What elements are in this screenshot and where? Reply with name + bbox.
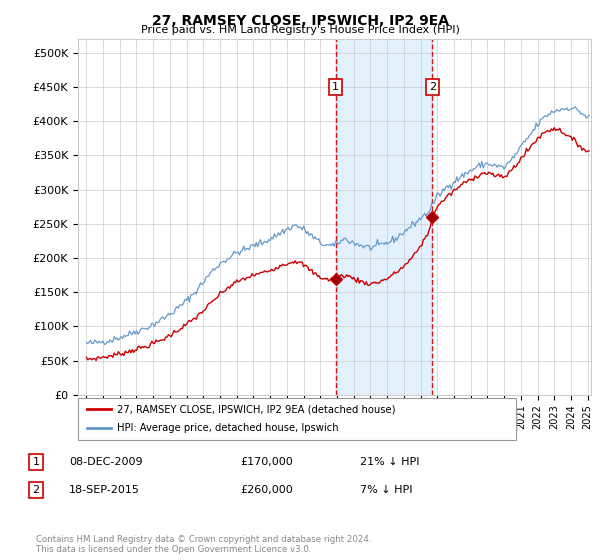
Text: Price paid vs. HM Land Registry's House Price Index (HPI): Price paid vs. HM Land Registry's House … [140, 25, 460, 35]
Text: 2: 2 [32, 485, 40, 495]
Text: 1: 1 [32, 457, 40, 467]
Bar [335, 39, 433, 395]
Text: 08-DEC-2009: 08-DEC-2009 [69, 457, 143, 467]
Text: 27, RAMSEY CLOSE, IPSWICH, IP2 9EA (detached house): 27, RAMSEY CLOSE, IPSWICH, IP2 9EA (deta… [117, 404, 395, 414]
Text: HPI: Average price, detached house, Ipswich: HPI: Average price, detached house, Ipsw… [117, 423, 338, 433]
Text: 21% ↓ HPI: 21% ↓ HPI [360, 457, 419, 467]
Text: 18-SEP-2015: 18-SEP-2015 [69, 485, 140, 495]
Text: £170,000: £170,000 [240, 457, 293, 467]
Text: £260,000: £260,000 [240, 485, 293, 495]
Text: 2: 2 [429, 82, 436, 92]
Text: 27, RAMSEY CLOSE, IPSWICH, IP2 9EA: 27, RAMSEY CLOSE, IPSWICH, IP2 9EA [151, 14, 449, 28]
Text: Contains HM Land Registry data © Crown copyright and database right 2024.
This d: Contains HM Land Registry data © Crown c… [36, 535, 371, 554]
Text: 1: 1 [332, 82, 339, 92]
Text: 7% ↓ HPI: 7% ↓ HPI [360, 485, 413, 495]
